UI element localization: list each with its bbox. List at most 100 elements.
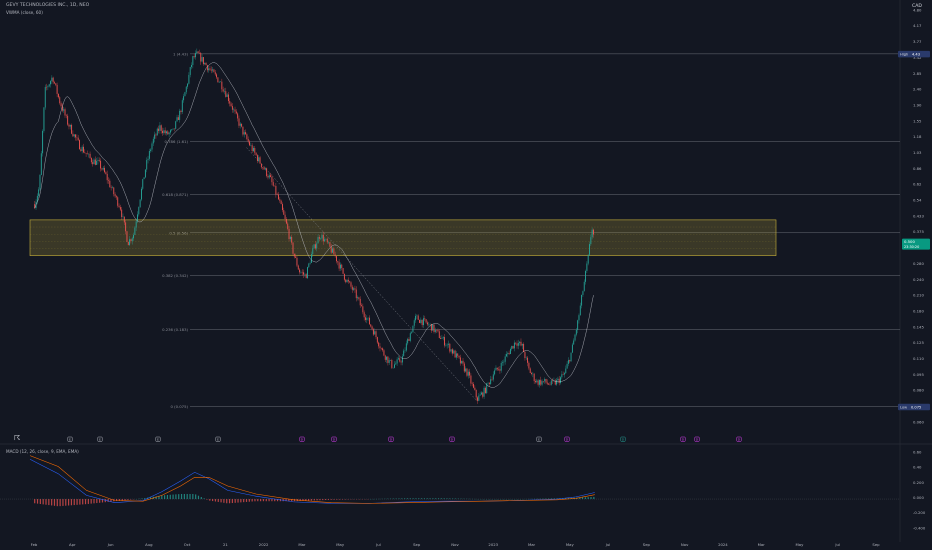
candle-body — [242, 126, 244, 135]
macd-histogram-bar — [581, 497, 584, 500]
candle-body — [137, 214, 138, 222]
macd-title: MACD (12, 26, close, 9, EMA, EMA) — [6, 449, 79, 454]
candle-body — [339, 264, 341, 269]
candle-body — [581, 294, 583, 306]
candle-body — [222, 89, 224, 92]
candle-body — [370, 324, 372, 327]
macd-histogram-bar — [285, 499, 287, 502]
candle-body — [354, 288, 356, 290]
candle-body — [372, 329, 374, 335]
candle-body — [63, 109, 65, 111]
fib-level-label: 0.382 (0.342) — [162, 273, 188, 278]
candle-body — [296, 257, 298, 266]
candle-body — [114, 194, 116, 197]
candle-body — [230, 103, 232, 107]
candle-body — [573, 340, 575, 345]
candle-body — [98, 160, 100, 161]
candle-body — [212, 69, 214, 71]
macd-histogram-bar — [169, 494, 171, 500]
candle-body — [452, 349, 453, 354]
candle-body — [238, 118, 240, 126]
candle-body — [346, 279, 348, 283]
candle-body — [358, 297, 360, 299]
candle-body — [308, 263, 310, 268]
time-axis-label: Jun — [107, 542, 115, 547]
supply-zone — [29, 219, 777, 256]
macd-histogram-bar — [104, 499, 106, 503]
candle-body — [512, 345, 514, 349]
macd-histogram-bar — [310, 499, 313, 501]
macd-histogram-bar — [231, 499, 233, 504]
candle-body — [545, 378, 547, 383]
candle-body — [259, 157, 261, 164]
candle-body — [561, 374, 563, 378]
macd-histogram-bar — [452, 498, 454, 500]
currency-label[interactable]: CAD — [912, 4, 922, 9]
macd-histogram-bar — [240, 499, 242, 503]
candle-body — [541, 381, 543, 385]
macd-histogram-bar — [234, 499, 236, 503]
candle-body — [557, 378, 559, 381]
event-marker — [299, 436, 305, 442]
candle-body — [379, 346, 381, 349]
macd-histogram-bar — [180, 493, 183, 500]
candle-body — [441, 338, 443, 339]
candle-body — [210, 69, 212, 71]
macd-histogram-bar — [418, 498, 420, 500]
macd-histogram-bar — [243, 499, 245, 503]
macd-histogram-bar — [324, 499, 327, 500]
macd-histogram-bar — [195, 494, 197, 500]
macd-histogram-bar — [254, 499, 256, 502]
event-marker-label: D — [301, 437, 304, 441]
candle-body — [417, 315, 419, 320]
price-axis-label: 0.060 — [913, 419, 924, 424]
candle-body — [415, 315, 417, 321]
macd-histogram-bar — [200, 497, 202, 500]
time-axis-label: 2023 — [488, 542, 498, 547]
macd-histogram-bar — [415, 498, 417, 500]
candle-body — [177, 117, 179, 120]
time-axis-label: Oct — [184, 542, 191, 547]
candle-body — [94, 159, 96, 165]
candle-body — [413, 320, 415, 326]
macd-histogram-bar — [251, 499, 253, 502]
macd-histogram-bar — [130, 499, 132, 500]
fib-level-label: 0.236 (0.183) — [162, 327, 188, 332]
macd-histogram-bar — [548, 498, 550, 500]
candle-body — [102, 167, 104, 170]
macd-histogram-bar — [82, 499, 84, 505]
macd-histogram-bar — [155, 496, 157, 500]
macd-histogram-bar — [265, 499, 267, 502]
candle-body — [47, 86, 49, 88]
candle-body — [341, 264, 343, 268]
event-marker — [331, 436, 337, 442]
candle-body — [200, 52, 202, 62]
macd-histogram-bar — [437, 498, 440, 500]
macd-histogram-bar — [567, 497, 570, 500]
candle-body — [570, 352, 572, 362]
time-axis-label: Mar — [528, 542, 536, 547]
candle-body — [251, 145, 253, 152]
candle-body — [50, 81, 51, 85]
macd-axis-label: -0.200 — [913, 510, 926, 515]
macd-histogram-bar — [426, 498, 428, 500]
price-axis-label: 2.85 — [913, 71, 922, 76]
candle-body — [359, 298, 361, 306]
candle-body — [156, 128, 158, 136]
candle-body — [424, 318, 426, 320]
price-axis-label: 4.80 — [913, 7, 922, 12]
macd-histogram-bar — [144, 498, 146, 500]
macd-histogram-bar — [579, 497, 581, 500]
candle-body — [338, 262, 340, 269]
macd-histogram-bar — [556, 498, 558, 500]
candle-body — [516, 343, 518, 346]
macd-histogram-bar — [166, 494, 169, 500]
candle-body — [366, 318, 368, 320]
candle-body — [158, 128, 160, 131]
candle-body — [467, 371, 469, 376]
candle-body — [412, 325, 414, 333]
macd-histogram-bar — [449, 498, 451, 500]
candle-body — [166, 131, 167, 134]
candle-body — [399, 358, 401, 362]
